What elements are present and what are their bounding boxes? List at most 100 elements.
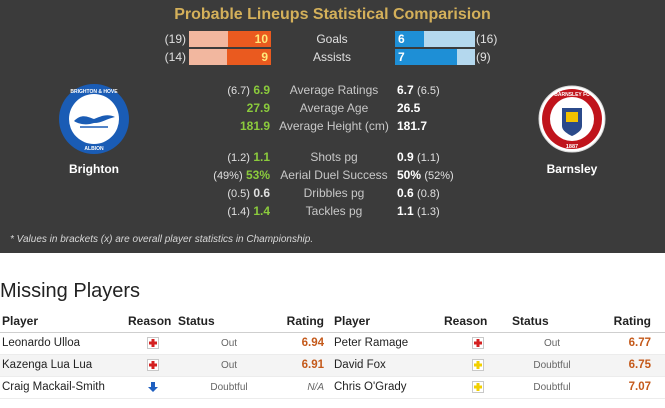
- right-bracket-value: (16): [476, 32, 498, 46]
- rating-right: 7.07: [592, 376, 665, 399]
- left-stat-bracket: (49%): [213, 170, 243, 182]
- right-stat-value: 0.9: [397, 150, 414, 164]
- right-stat-value: 0.6: [397, 186, 414, 200]
- right-stat: 6.7 (6.5): [397, 83, 517, 97]
- header-rating-right[interactable]: Rating: [592, 311, 665, 333]
- stat-label: Assists: [312, 50, 351, 64]
- right-bar-value: 7: [398, 50, 405, 64]
- team-name-brighton[interactable]: Brighton: [69, 162, 119, 176]
- comparison-panel: Probable Lineups Statistical Comparision…: [0, 0, 665, 253]
- left-stat: (1.4) 1.4: [160, 204, 270, 218]
- left-bar-value: 10: [254, 32, 268, 46]
- rating-right: 6.75: [592, 354, 665, 377]
- status-left: Doubtful: [178, 376, 280, 399]
- footnote: * Values in brackets (x) are overall pla…: [10, 234, 314, 245]
- left-stat-value: 1.4: [253, 204, 270, 218]
- right-stat: 0.9 (1.1): [397, 150, 517, 164]
- reason-right: [444, 354, 512, 377]
- right-stat-bracket: (6.5): [417, 85, 440, 97]
- comparison-title: Probable Lineups Statistical Comparision: [174, 6, 491, 23]
- stat-row: (6.7) 6.9 Average Ratings 6.7 (6.5): [0, 83, 665, 100]
- reason-left: [128, 332, 178, 355]
- header-reason-right[interactable]: Reason: [444, 311, 512, 333]
- status-right: Out: [512, 332, 592, 355]
- left-stat: (0.5) 0.6: [160, 186, 270, 200]
- player-name-left[interactable]: Craig Mackail-Smith: [0, 376, 128, 399]
- stat-label: Tackles pg: [305, 204, 363, 218]
- left-stat: (49%) 53%: [160, 168, 270, 182]
- left-stat-value: 27.9: [246, 101, 270, 115]
- status-right: Doubtful: [512, 376, 592, 399]
- left-bar-value: 9: [261, 50, 268, 64]
- right-stat: 26.5: [397, 101, 517, 115]
- left-stat-bracket: (0.5): [227, 188, 250, 200]
- stat-label: Goals: [316, 32, 348, 46]
- header-player-left[interactable]: Player: [0, 311, 128, 333]
- left-stat-bracket: (6.7): [227, 85, 250, 97]
- stat-label: Average Ratings: [289, 83, 379, 97]
- left-stat-value: 53%: [245, 168, 270, 182]
- player-name-right[interactable]: David Fox: [334, 354, 444, 377]
- stat-label: Average Age: [299, 101, 369, 115]
- rating-left: 6.94: [280, 332, 334, 355]
- left-stat-value: 181.9: [239, 119, 270, 133]
- injury-icon: [472, 336, 484, 349]
- player-name-left[interactable]: Kazenga Lua Lua: [0, 354, 128, 377]
- header-player-right[interactable]: Player: [334, 311, 444, 333]
- stat-label: Aerial Duel Success: [280, 168, 388, 182]
- missing-header-row: Player Reason Status Rating Player Reaso…: [0, 311, 665, 333]
- left-bar-fill: [226, 49, 271, 65]
- header-rating-left[interactable]: Rating: [280, 311, 334, 333]
- left-stat-bracket: (1.2): [227, 152, 250, 164]
- right-bar-track: 7: [395, 49, 475, 65]
- right-bar-value: 6: [398, 32, 405, 46]
- left-bracket-value: (19): [164, 32, 186, 46]
- right-bar-fill: [395, 49, 458, 65]
- stat-row: (0.5) 0.6 Dribbles pg 0.6 (0.8): [0, 186, 665, 203]
- header-status-right[interactable]: Status: [512, 311, 592, 333]
- left-stat: (1.2) 1.1: [160, 150, 270, 164]
- header-reason-left[interactable]: Reason: [128, 311, 178, 333]
- player-name-left[interactable]: Leonardo Ulloa: [0, 332, 128, 355]
- left-stat-value: 1.1: [253, 150, 270, 164]
- right-stat-value: 1.1: [397, 204, 414, 218]
- reason-right: [444, 376, 512, 399]
- injury-icon: [147, 336, 159, 349]
- stat-row: (49%) 53% Aerial Duel Success 50% (52%): [0, 168, 665, 185]
- right-bar-fill: [395, 31, 424, 47]
- left-bar-track: 9: [189, 49, 271, 65]
- table-row: Craig Mackail-Smith Doubtful N/A Chris O'Gr…: [0, 376, 665, 399]
- right-stat-bracket: (52%): [424, 170, 454, 182]
- reason-right: [444, 332, 512, 355]
- stat-label: Shots pg: [310, 150, 358, 164]
- team-name-barnsley[interactable]: Barnsley: [546, 162, 598, 176]
- reason-left: [128, 354, 178, 377]
- player-name-right[interactable]: Chris O'Grady: [334, 376, 444, 399]
- arrow-down-icon: [147, 381, 159, 393]
- left-bracket-value: (14): [164, 50, 186, 64]
- injury-icon: [147, 358, 159, 371]
- header-status-left[interactable]: Status: [178, 311, 280, 333]
- right-stat-value: 181.7: [397, 119, 428, 133]
- missing-players-title: Missing Players: [0, 280, 141, 302]
- brighton-crest[interactable]: BRIGHTON & HOVE ALBION: [58, 83, 130, 160]
- rating-left: N/A: [280, 376, 334, 399]
- left-stat-value: 6.9: [253, 83, 270, 97]
- missing-players-table: Player Reason Status Rating Player Reaso…: [0, 311, 665, 399]
- barnsley-crest[interactable]: BARNSLEY FC 1887: [538, 84, 606, 159]
- stat-row: 181.9 Average Height (cm) 181.7: [0, 119, 665, 136]
- player-name-right[interactable]: Peter Ramage: [334, 332, 444, 355]
- barnsley-crest-year: 1887: [566, 144, 578, 150]
- right-bar-track: 6: [395, 31, 475, 47]
- brighton-crest-text-top: BRIGHTON & HOVE: [70, 89, 118, 95]
- stat-bar-row: (19) 10 Goals 6 (16): [0, 31, 665, 47]
- left-stat-bracket: (1.4): [227, 206, 250, 218]
- table-row: Kazenga Lua Lua Out 6.91 David Fox Doubtful 6…: [0, 354, 665, 377]
- right-stat-value: 6.7: [397, 83, 414, 97]
- right-stat: 1.1 (1.3): [397, 204, 517, 218]
- right-stat: 0.6 (0.8): [397, 186, 517, 200]
- right-stat: 50% (52%): [397, 168, 517, 182]
- doubtful-icon: [472, 358, 484, 371]
- right-stat-value: 26.5: [397, 101, 421, 115]
- left-stat-value: 0.6: [253, 186, 270, 200]
